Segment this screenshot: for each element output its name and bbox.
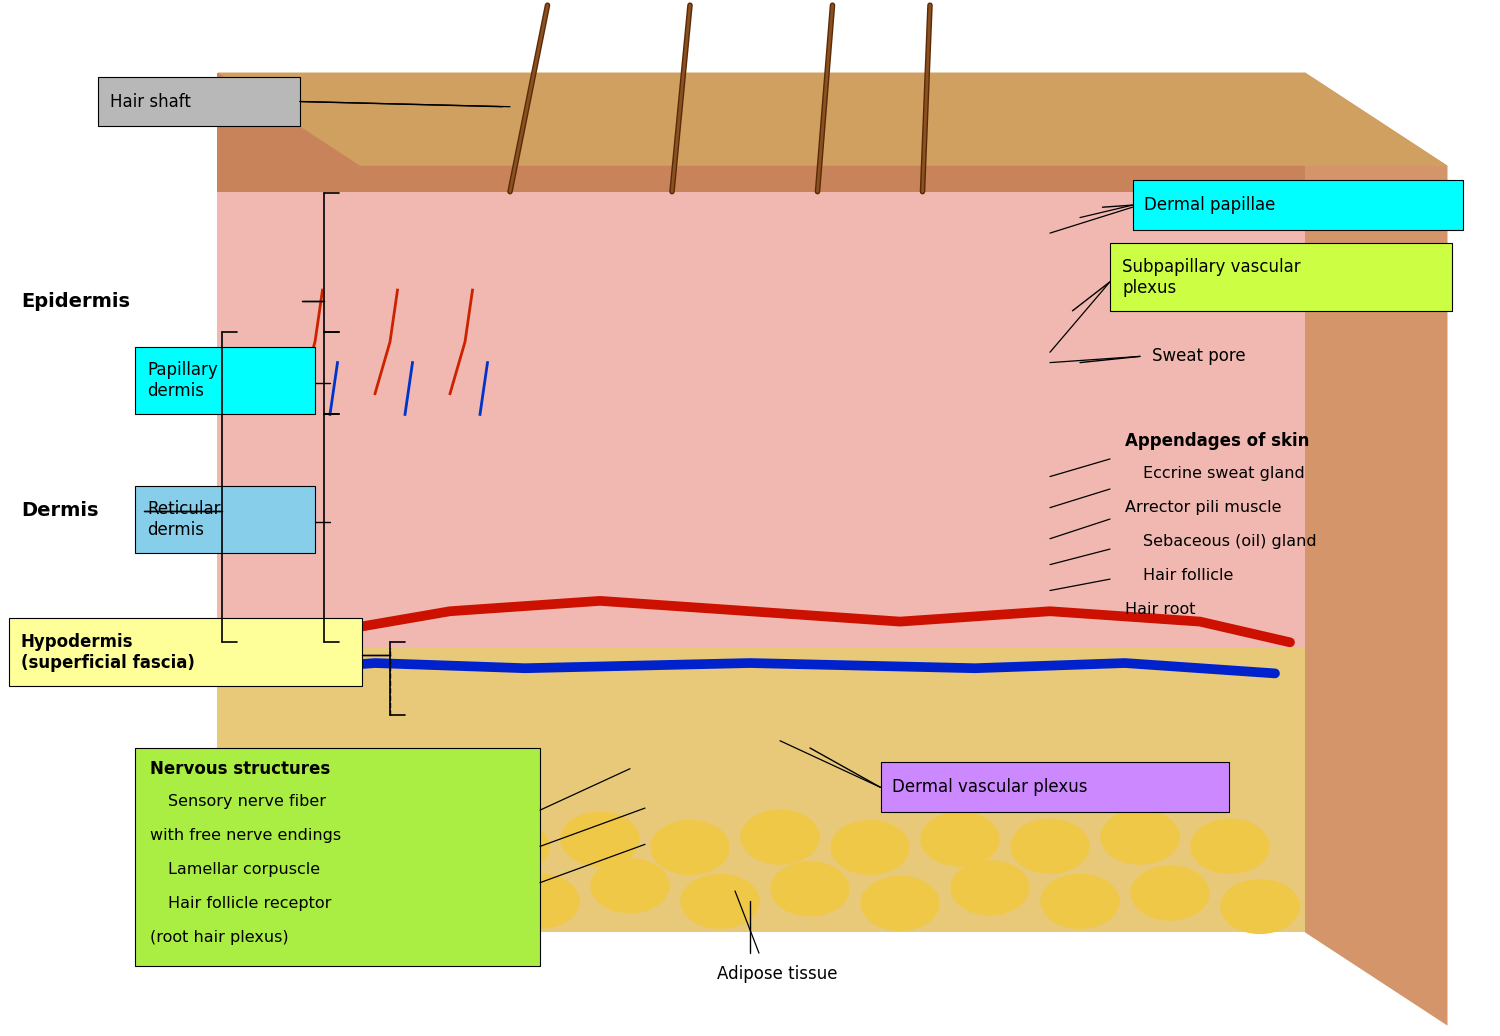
Polygon shape (217, 73, 1305, 192)
Text: Nervous structures: Nervous structures (150, 760, 330, 778)
Text: with free nerve endings: with free nerve endings (150, 829, 340, 843)
Text: Lamellar corpuscle: Lamellar corpuscle (168, 862, 320, 877)
Circle shape (1011, 819, 1089, 873)
Circle shape (1221, 880, 1299, 933)
FancyBboxPatch shape (1132, 180, 1462, 230)
Circle shape (831, 821, 909, 874)
Text: Reticular
dermis: Reticular dermis (147, 500, 220, 539)
Circle shape (921, 812, 999, 866)
Circle shape (771, 862, 849, 916)
Text: Hair shaft: Hair shaft (110, 92, 190, 111)
Circle shape (501, 874, 579, 928)
FancyBboxPatch shape (135, 347, 315, 414)
Circle shape (861, 876, 939, 930)
Circle shape (291, 817, 369, 871)
Text: Subpapillary vascular
plexus: Subpapillary vascular plexus (1122, 258, 1300, 296)
Text: Dermal papillae: Dermal papillae (1144, 196, 1276, 214)
Text: Epidermis: Epidermis (21, 292, 130, 311)
Circle shape (381, 807, 459, 861)
Text: Sebaceous (oil) gland: Sebaceous (oil) gland (1143, 534, 1317, 549)
Polygon shape (217, 648, 1305, 932)
Circle shape (741, 810, 819, 864)
Circle shape (1131, 866, 1209, 920)
FancyBboxPatch shape (9, 618, 362, 686)
FancyBboxPatch shape (135, 486, 315, 553)
Text: Hypodermis
(superficial fascia): Hypodermis (superficial fascia) (21, 633, 195, 671)
Text: Hair root: Hair root (1125, 602, 1196, 616)
Text: Hair follicle receptor: Hair follicle receptor (168, 896, 332, 912)
Text: Dermis: Dermis (21, 500, 99, 520)
FancyBboxPatch shape (98, 77, 300, 126)
Polygon shape (1305, 73, 1448, 1026)
Polygon shape (217, 192, 1305, 648)
Text: Papillary
dermis: Papillary dermis (147, 362, 218, 400)
Circle shape (471, 819, 549, 873)
Circle shape (561, 812, 639, 866)
Circle shape (1101, 810, 1179, 864)
Circle shape (651, 821, 729, 874)
Text: Eccrine sweat gland: Eccrine sweat gland (1143, 466, 1305, 481)
Circle shape (1191, 819, 1269, 873)
Circle shape (1041, 874, 1119, 928)
Text: (root hair plexus): (root hair plexus) (150, 930, 288, 945)
FancyBboxPatch shape (135, 748, 540, 966)
Circle shape (951, 861, 1029, 915)
Circle shape (321, 880, 399, 933)
Text: Dermal vascular plexus: Dermal vascular plexus (892, 778, 1088, 797)
FancyBboxPatch shape (1110, 243, 1452, 311)
Text: Sweat pore: Sweat pore (1152, 347, 1245, 366)
Circle shape (681, 874, 759, 928)
Text: Hair follicle: Hair follicle (1143, 568, 1233, 583)
Text: Sensory nerve fiber: Sensory nerve fiber (168, 795, 326, 809)
Text: Adipose tissue: Adipose tissue (717, 965, 837, 983)
Circle shape (246, 859, 324, 913)
FancyBboxPatch shape (880, 762, 1228, 812)
Polygon shape (217, 73, 1448, 166)
Text: Arrector pili muscle: Arrector pili muscle (1125, 500, 1281, 515)
Text: Appendages of skin: Appendages of skin (1125, 432, 1310, 450)
Circle shape (411, 864, 489, 918)
Circle shape (591, 859, 669, 913)
